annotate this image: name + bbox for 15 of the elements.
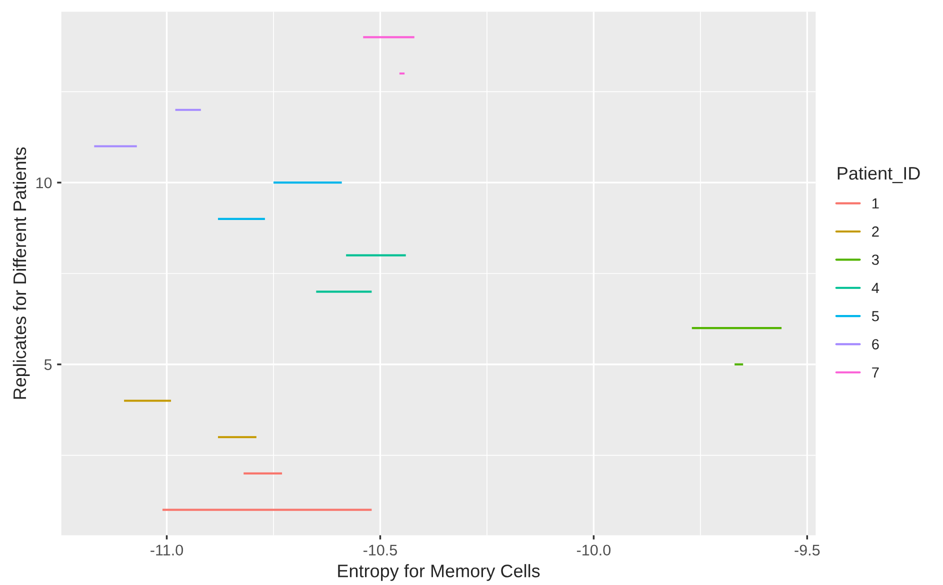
x-tick-label: -10.0 <box>576 544 611 556</box>
legend-label: 7 <box>872 367 879 378</box>
x-tick-label: -9.5 <box>794 544 820 556</box>
y-axis-title: Replicates for Different Patients <box>12 147 30 399</box>
legend-label: 3 <box>872 254 879 265</box>
x-tick-label: -10.5 <box>363 544 397 556</box>
x-axis-title: Entropy for Memory Cells <box>338 564 540 581</box>
legend-label: 6 <box>872 339 879 350</box>
legend-label: 1 <box>872 198 879 208</box>
legend-label: 5 <box>872 311 879 322</box>
legend-label: 4 <box>872 282 880 293</box>
legend-title: Patient_ID <box>838 166 920 184</box>
x-tick-label: -11.0 <box>150 544 183 556</box>
y-tick-label: 10 <box>36 177 52 188</box>
legend-label: 2 <box>872 226 879 237</box>
